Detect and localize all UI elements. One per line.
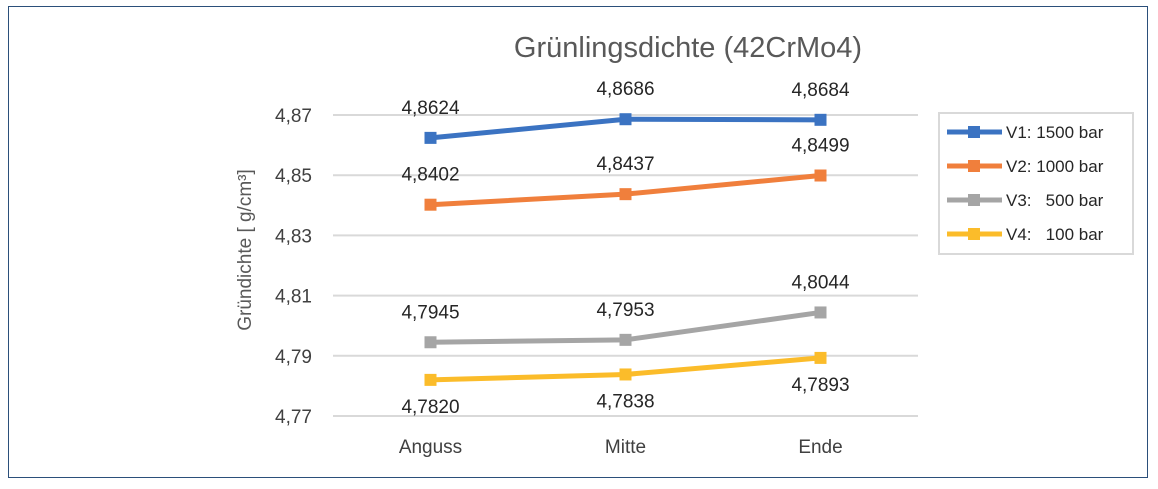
y-tick-label: 4,81: [275, 287, 312, 308]
data-label: 4,8624: [401, 98, 460, 119]
data-label: 4,7893: [791, 375, 849, 396]
legend-label: V3: 500 bar: [1006, 191, 1104, 210]
legend-marker: [968, 194, 980, 206]
data-point-marker: [424, 198, 437, 211]
series-layer: [424, 113, 827, 386]
data-point-marker: [424, 373, 437, 386]
data-label: 4,7838: [596, 391, 654, 412]
data-labels: 4,8624 4,8686 4,8684 4,8402 4,8437 4,8499 4,79…: [401, 79, 850, 418]
legend-marker: [968, 160, 980, 172]
legend-label: V2: 1000 bar: [1006, 157, 1104, 176]
data-point-marker: [814, 351, 827, 364]
y-tick-label: 4,85: [275, 166, 312, 187]
legend: V1: 1500 bar V2: 1000 bar V3: 500 bar V4: 1…: [938, 112, 1134, 255]
data-point-marker: [424, 131, 437, 144]
x-tick-labels: Anguss Mitte Ende: [399, 437, 843, 458]
data-point-marker: [814, 113, 827, 126]
data-point-marker: [619, 188, 632, 201]
data-label: 4,7820: [401, 397, 459, 418]
legend-marker: [968, 126, 980, 138]
data-point-marker: [814, 169, 827, 182]
data-label: 4,7953: [596, 300, 654, 321]
data-point-marker: [619, 333, 632, 346]
data-label: 4,7945: [401, 302, 459, 323]
x-tick-label: Mitte: [605, 437, 646, 458]
legend-marker: [968, 228, 980, 240]
x-tick-label: Ende: [798, 437, 842, 458]
data-label: 4,8044: [791, 272, 850, 293]
data-point-marker: [619, 368, 632, 381]
data-label: 4,8684: [791, 80, 850, 101]
data-label: 4,8437: [596, 154, 654, 175]
y-tick-label: 4,77: [275, 407, 312, 428]
data-point-marker: [619, 113, 632, 126]
legend-label: V4: 100 bar: [1006, 225, 1104, 244]
x-tick-label: Anguss: [399, 437, 462, 458]
chart-title: Grünlingsdichte (42CrMo4): [514, 32, 862, 64]
y-axis-label: Gründichte [ g/cm³]: [235, 169, 256, 331]
y-tick-label: 4,87: [275, 106, 312, 127]
data-point-marker: [814, 306, 827, 319]
data-label: 4,8686: [596, 79, 654, 100]
data-point-marker: [424, 336, 437, 349]
y-tick-label: 4,83: [275, 226, 312, 247]
data-label: 4,8499: [791, 136, 849, 157]
y-tick-labels: 4,77 4,79 4,81 4,83 4,85 4,87: [275, 106, 312, 428]
data-label: 4,8402: [401, 165, 459, 186]
y-tick-label: 4,79: [275, 347, 312, 368]
legend-label: V1: 1500 bar: [1006, 123, 1104, 142]
